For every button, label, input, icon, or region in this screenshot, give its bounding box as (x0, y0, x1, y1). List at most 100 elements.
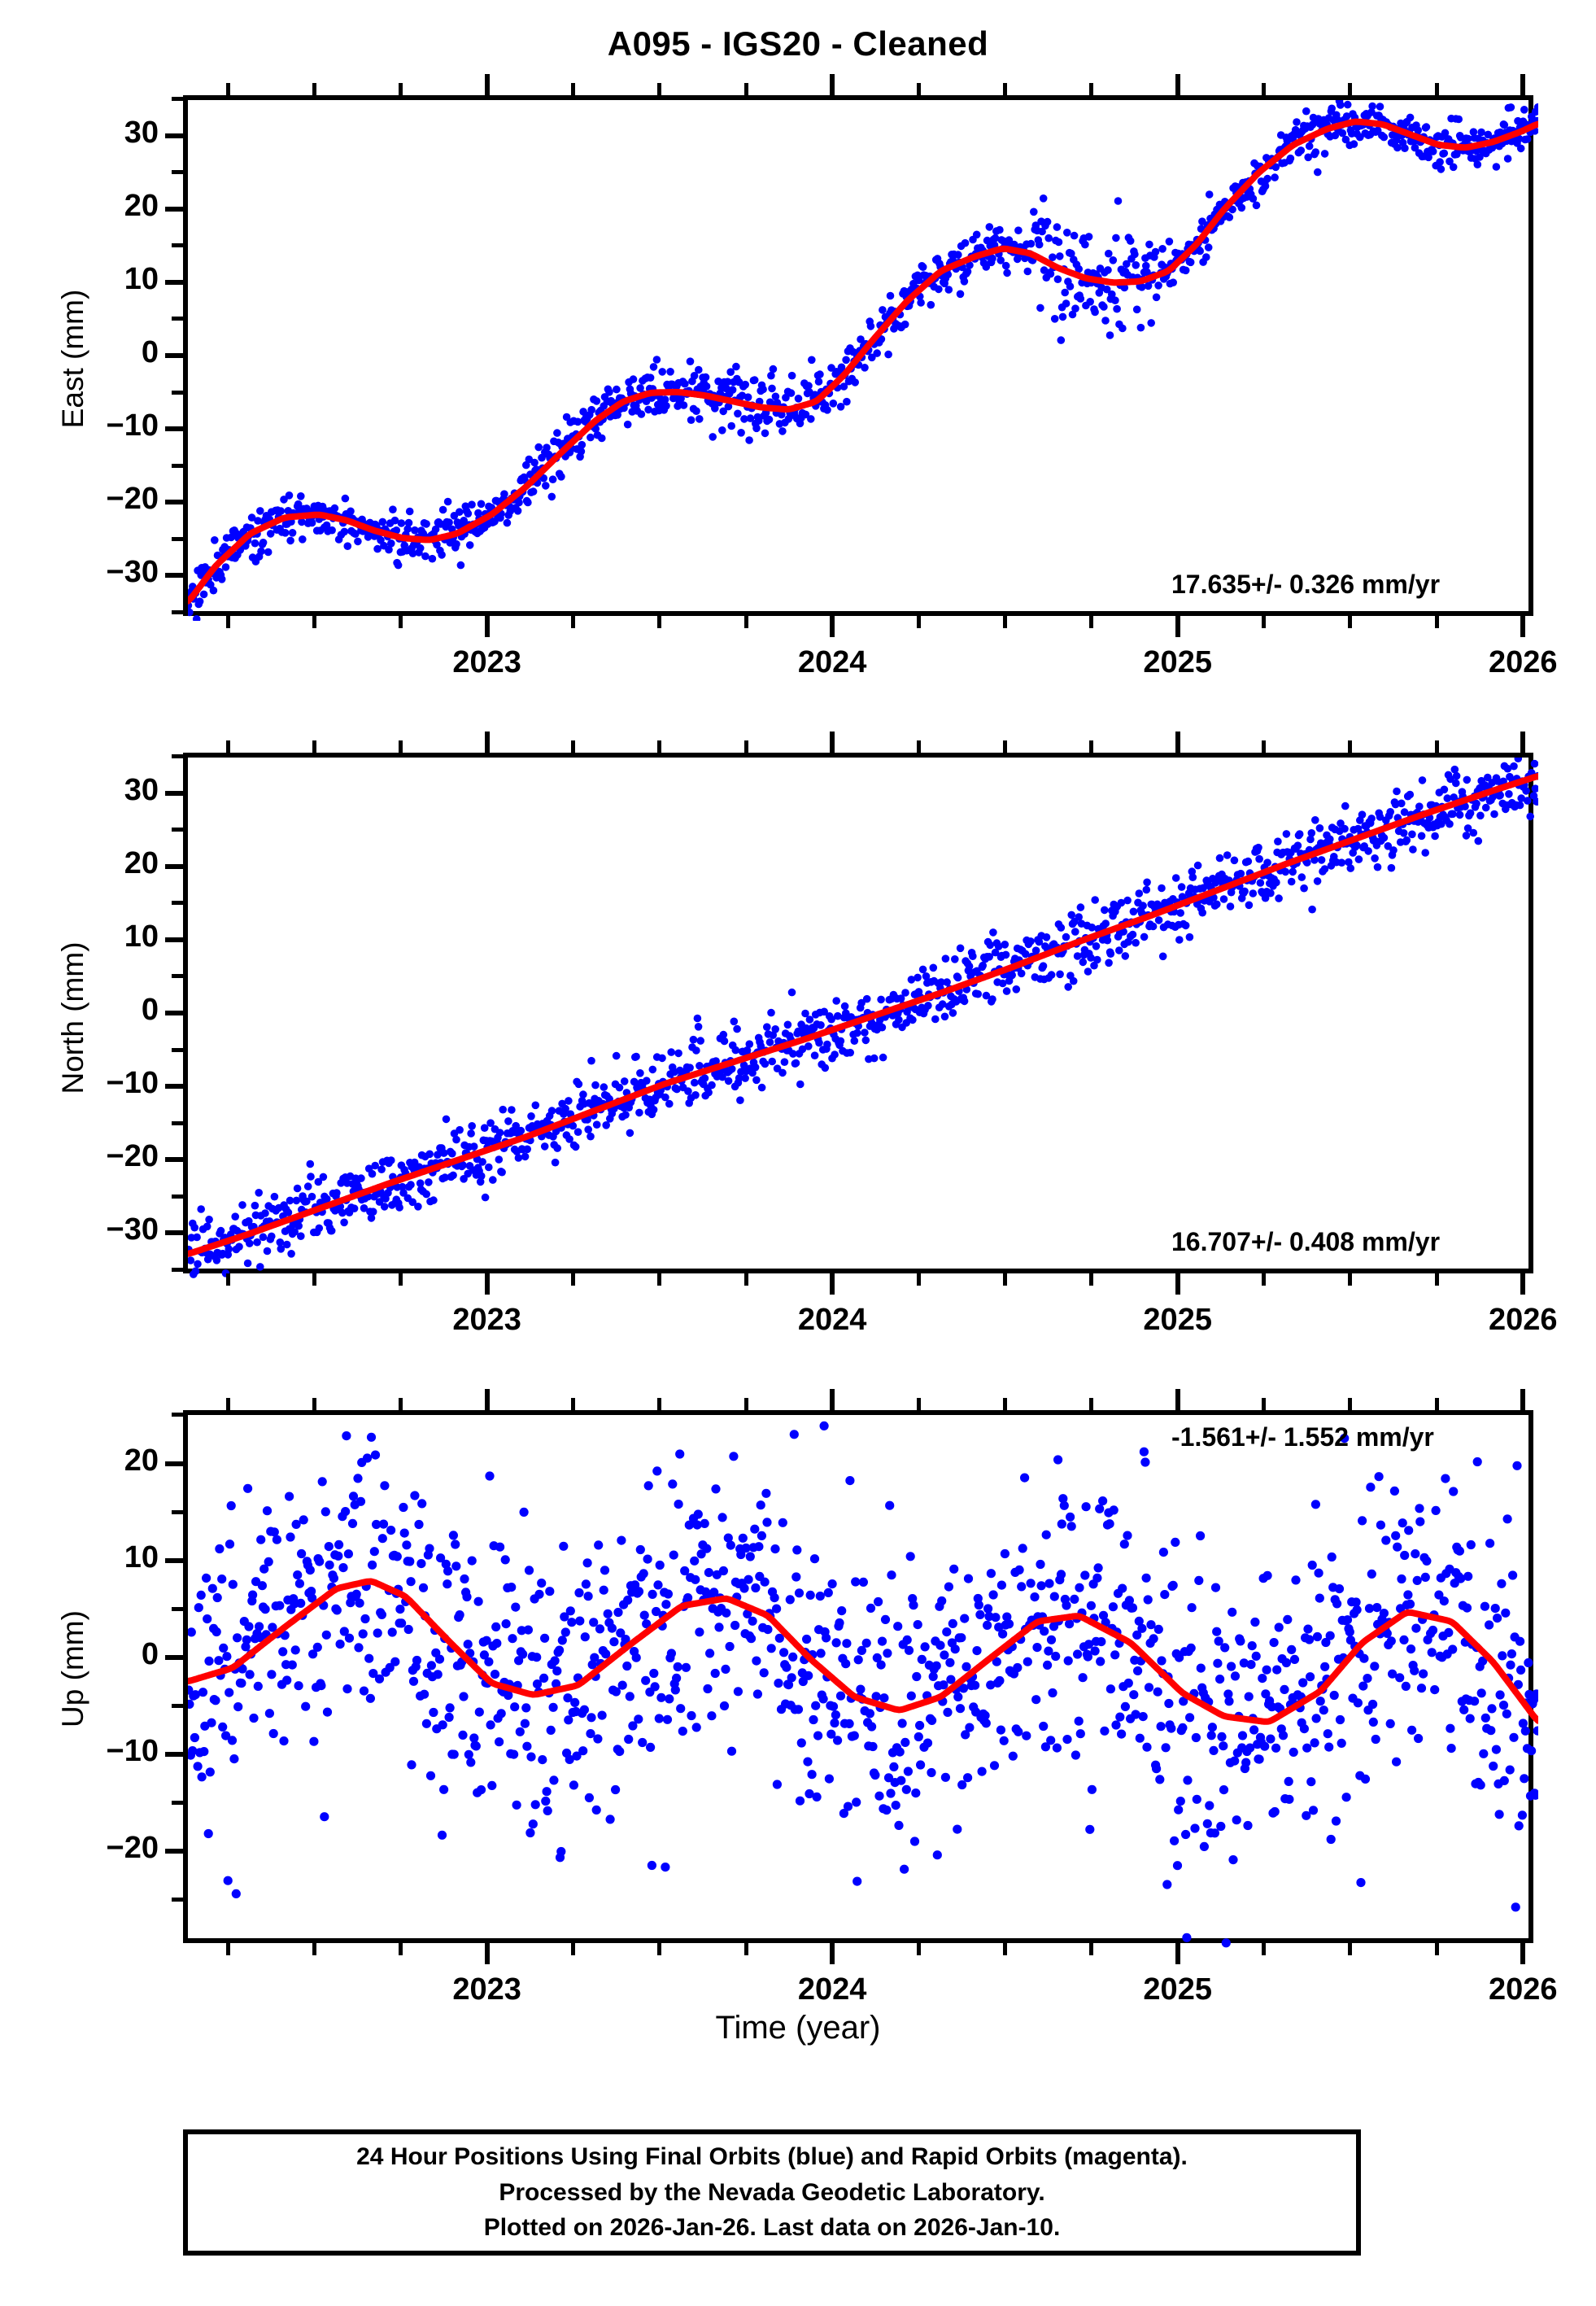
y-minor-tick (172, 1267, 183, 1272)
x-minor-tick-top (571, 740, 576, 753)
x-minor-tick (225, 1943, 230, 1955)
x-minor-tick (657, 616, 662, 628)
x-minor-tick (743, 1273, 748, 1286)
y-tick-label: −10 (106, 1733, 159, 1768)
x-minor-tick-top (1089, 1398, 1094, 1410)
y-tick-label: −20 (106, 1139, 159, 1174)
y-tick-label: −30 (106, 555, 159, 590)
x-minor-tick-top (312, 83, 316, 95)
y-tick-mark (165, 1084, 183, 1090)
y-tick-label: −20 (106, 1830, 159, 1865)
x-tick-mark (830, 616, 835, 637)
x-minor-tick (1002, 1943, 1007, 1955)
x-tick-mark-top (1175, 1389, 1180, 1410)
x-minor-tick (571, 1273, 576, 1286)
x-minor-tick (916, 1943, 921, 1955)
y-tick-mark (165, 279, 183, 285)
y-tick-mark (165, 1157, 183, 1163)
y-minor-tick (172, 390, 183, 395)
x-minor-tick-top (1434, 1398, 1439, 1410)
footer-box: 24 Hour Positions Using Final Orbits (bl… (183, 2129, 1361, 2256)
x-minor-tick-top (743, 83, 748, 95)
x-minor-tick-top (1348, 740, 1353, 753)
plot-east (188, 100, 1538, 621)
x-tick-label: 2024 (797, 645, 867, 679)
x-tick-mark (484, 1943, 490, 1964)
x-tick-mark-top (484, 732, 490, 753)
x-tick-mark-top (1175, 732, 1180, 753)
x-minor-tick (398, 1943, 403, 1955)
x-minor-tick (312, 616, 316, 628)
x-tick-mark-top (830, 74, 835, 95)
x-tick-label: 2026 (1488, 645, 1558, 679)
x-minor-tick (225, 1273, 230, 1286)
y-minor-tick (172, 1194, 183, 1199)
x-minor-tick (398, 1273, 403, 1286)
rate-annotation-east: 17.635+/- 0.326 mm/yr (1171, 570, 1441, 599)
y-tick-label: −20 (106, 482, 159, 517)
y-tick-label: −10 (106, 1066, 159, 1101)
y-tick-label: 10 (124, 1540, 159, 1574)
x-minor-tick-top (1348, 83, 1353, 95)
y-minor-tick (172, 1509, 183, 1514)
y-tick-mark (165, 353, 183, 358)
x-minor-tick (1348, 616, 1353, 628)
x-minor-tick-top (225, 83, 230, 95)
x-tick-label: 2023 (452, 1303, 521, 1337)
y-tick-label: 10 (124, 261, 159, 296)
x-minor-tick-top (398, 740, 403, 753)
x-minor-tick-top (1089, 83, 1094, 95)
x-minor-tick-top (225, 740, 230, 753)
x-minor-tick-top (312, 740, 316, 753)
page-title: A095 - IGS20 - Cleaned (607, 24, 989, 63)
x-tick-label: 2023 (452, 645, 521, 679)
x-minor-tick-top (916, 1398, 921, 1410)
y-minor-tick (172, 317, 183, 321)
y-tick-mark (165, 1557, 183, 1563)
x-tick-label: 2026 (1488, 1972, 1558, 2007)
y-minor-tick (172, 1120, 183, 1125)
x-tick-mark-top (830, 732, 835, 753)
footer-line-3: Plotted on 2026-Jan-26. Last data on 202… (483, 2214, 1061, 2242)
x-tick-mark-top (484, 1389, 490, 1410)
x-minor-tick-top (398, 83, 403, 95)
x-tick-label: 2025 (1143, 645, 1212, 679)
x-minor-tick-top (1002, 1398, 1007, 1410)
x-tick-mark (830, 1273, 835, 1295)
y-minor-tick (172, 609, 183, 614)
x-minor-tick (1089, 1273, 1094, 1286)
x-tick-mark (1175, 616, 1180, 637)
x-minor-tick (1262, 1273, 1267, 1286)
y-minor-tick (172, 170, 183, 175)
y-minor-tick (172, 1703, 183, 1708)
y-tick-label: 0 (141, 335, 159, 369)
y-minor-tick (172, 1800, 183, 1805)
rate-annotation-north: 16.707+/- 0.408 mm/yr (1171, 1227, 1441, 1256)
x-minor-tick-top (1089, 740, 1094, 753)
y-minor-tick (172, 828, 183, 832)
y-tick-label: 20 (124, 188, 159, 223)
y-minor-tick (172, 536, 183, 541)
x-tick-mark (830, 1943, 835, 1964)
x-tick-label: 2026 (1488, 1303, 1558, 1337)
y-minor-tick (172, 97, 183, 101)
x-minor-tick-top (743, 1398, 748, 1410)
x-minor-tick (657, 1943, 662, 1955)
x-tick-mark (1175, 1943, 1180, 1964)
x-minor-tick-top (571, 83, 576, 95)
y-tick-mark (165, 1230, 183, 1236)
x-minor-tick-top (312, 1398, 316, 1410)
x-minor-tick-top (1262, 1398, 1267, 1410)
x-tick-mark-top (1520, 74, 1526, 95)
y-tick-mark (165, 573, 183, 579)
y-minor-tick (172, 901, 183, 906)
x-tick-mark-top (1520, 732, 1526, 753)
x-minor-tick (1348, 1273, 1353, 1286)
x-minor-tick (1348, 1943, 1353, 1955)
y-tick-mark (165, 790, 183, 796)
x-tick-mark (1520, 1943, 1526, 1964)
x-minor-tick (312, 1273, 316, 1286)
x-minor-tick (571, 616, 576, 628)
x-minor-tick (743, 616, 748, 628)
x-tick-mark-top (484, 74, 490, 95)
